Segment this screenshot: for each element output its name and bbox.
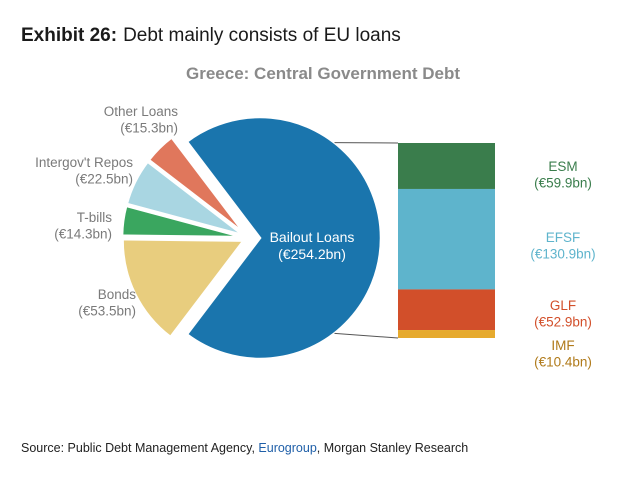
pie [120, 115, 383, 361]
bonds-value-label: (€53.5bn) [78, 304, 136, 319]
exhibit-title: Debt mainly consists of EU loans [123, 25, 401, 46]
esm-value-label: (€59.9bn) [534, 176, 592, 191]
source-suffix: , Morgan Stanley Research [316, 441, 469, 455]
bar-segment-esm [398, 143, 495, 189]
connector-line-bottom [334, 332, 399, 339]
t-bills-name-label: T-bills [77, 210, 113, 225]
pie-slice-bailout-loans [185, 115, 383, 361]
pie-slice-t-bills [120, 204, 244, 239]
glf-value-label: (€52.9bn) [534, 315, 592, 330]
bar-segment-glf [398, 289, 495, 331]
efsf-name-label: EFSF [546, 230, 581, 245]
pie-slice-bonds [121, 237, 247, 339]
imf-value-label: (€10.4bn) [534, 355, 592, 370]
chart-title: Greece: Central Government Debt [186, 64, 460, 83]
glf-name-label: GLF [550, 298, 576, 313]
imf-name-label: IMF [551, 338, 574, 353]
bailout-loans-name-label: Bailout Loans [270, 229, 355, 245]
other-loans-value-label: (€15.3bn) [120, 121, 178, 136]
source-link-eurogroup[interactable]: Eurogroup [258, 441, 317, 455]
intergov-t-repos-value-label: (€22.5bn) [75, 172, 133, 187]
other-loans-name-label: Other Loans [104, 104, 179, 119]
exhibit-number: Exhibit 26: [21, 25, 118, 46]
exhibit-heading: Exhibit 26: Debt mainly consists of EU lo… [21, 25, 401, 47]
intergov-t-repos-name-label: Intergov't Repos [35, 155, 133, 170]
efsf-value-label: (€130.9bn) [530, 247, 595, 262]
t-bills-value-label: (€14.3bn) [54, 227, 112, 242]
bailout-loans-value-label: (€254.2bn) [278, 246, 346, 262]
source-prefix: Source: Public Debt Management Agency, [21, 441, 259, 455]
labels: Bailout Loans(€254.2bn) Bonds (€53.5bn) T-b… [35, 104, 596, 370]
pie-slice-intergov-t-repos [125, 159, 245, 237]
source-note: Source: Public Debt Management Agency, E… [21, 441, 468, 455]
esm-name-label: ESM [548, 159, 577, 174]
bar-segment-imf [398, 330, 495, 338]
stacked-bar [398, 143, 495, 338]
bonds-name-label: Bonds [98, 287, 137, 302]
pie-slice-other-loans [147, 135, 246, 235]
connector-lines [334, 142, 399, 339]
bar-segment-efsf [398, 188, 495, 290]
